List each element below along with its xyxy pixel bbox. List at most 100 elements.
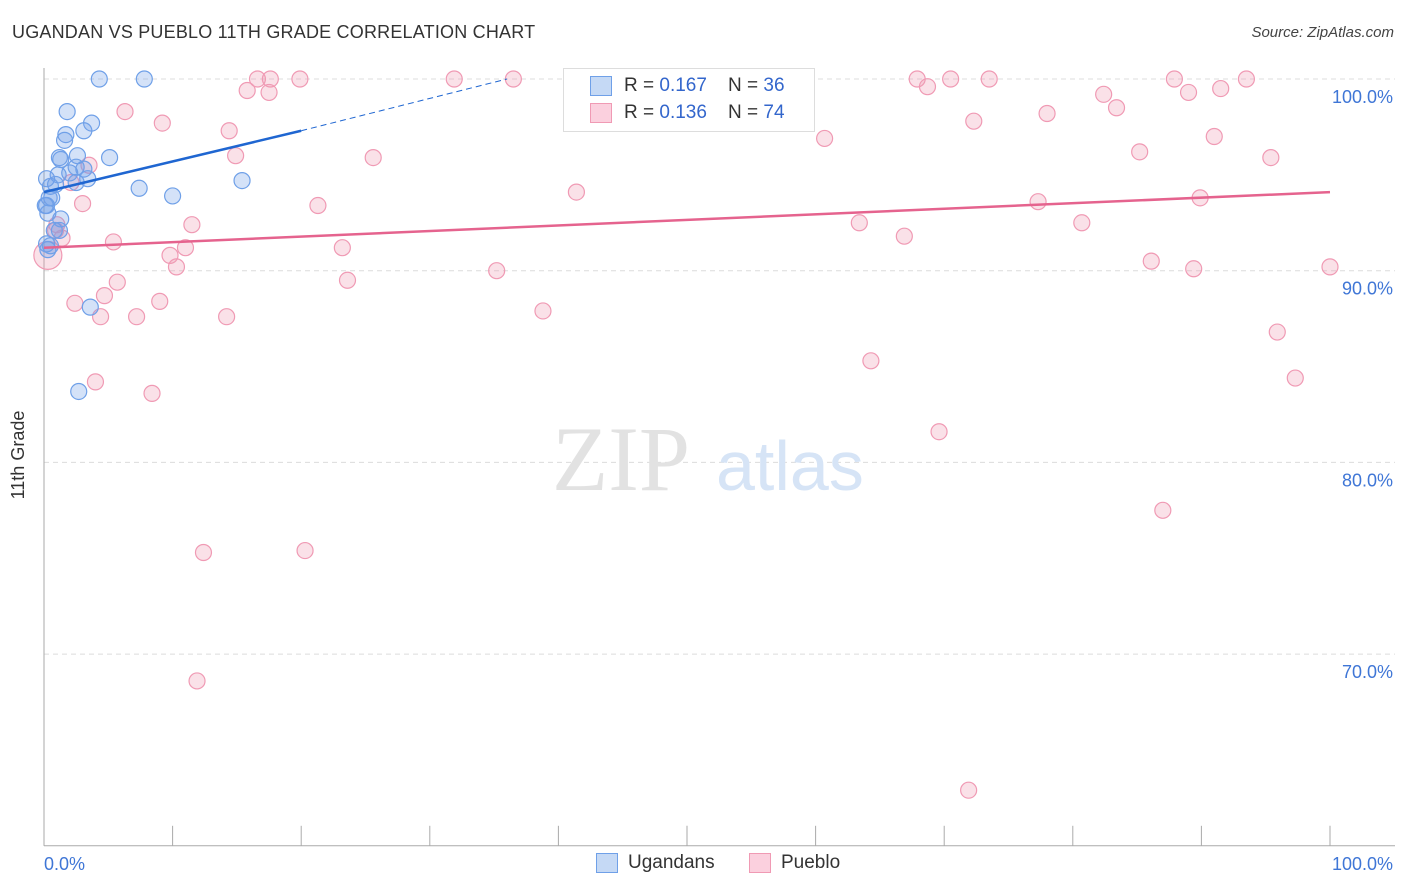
legend-label: Ugandans [628, 852, 715, 873]
ugandans-point [135, 70, 153, 88]
pueblo-point [194, 543, 213, 562]
ugandans-swatch-icon [590, 75, 612, 96]
pueblo-point [1095, 85, 1113, 103]
pueblo-point [218, 308, 236, 326]
pueblo-point [816, 129, 834, 148]
pueblo-point [1237, 70, 1256, 88]
pueblo-point [151, 292, 169, 310]
pueblo-point [1286, 369, 1304, 387]
n-value: 74 [763, 102, 785, 123]
y-tick-label: 80.0% [1342, 470, 1393, 490]
ugandans-point [50, 221, 69, 240]
pueblo-point [116, 102, 134, 121]
pueblo-point [73, 195, 92, 213]
ugandans-trend-extension [301, 78, 508, 132]
legend-item-pueblo: Pueblo [749, 852, 840, 874]
ugandans-point [39, 204, 57, 222]
pueblo-point [1205, 127, 1223, 146]
ugandans-point [81, 298, 99, 316]
ugandans-point [58, 102, 76, 121]
pueblo-point [850, 214, 868, 232]
x-tick-label: 100.0% [1332, 854, 1393, 874]
ugandans-point [90, 70, 108, 88]
pueblo-point [183, 216, 201, 234]
legend-item-ugandans: Ugandans [596, 852, 715, 874]
n-label: N = [728, 102, 764, 123]
axes [43, 68, 1395, 847]
pueblo-point [1038, 104, 1056, 123]
ugandans-point [75, 160, 93, 178]
ugandans-point [57, 125, 75, 144]
pueblo-point [309, 196, 327, 215]
n-label: N = [728, 75, 764, 96]
pueblo-point [338, 271, 357, 289]
r-label: R = [624, 102, 660, 123]
pueblo-point [291, 70, 309, 88]
pueblo-point [1185, 260, 1203, 278]
stats-legend: R = 0.167 N = 36 R = 0.136 N = 74 [563, 68, 815, 132]
pueblo-point [1165, 70, 1183, 88]
pueblo-point [1262, 148, 1280, 167]
legend-row-pueblo: R = 0.136 N = 74 [590, 102, 785, 124]
pueblo-point [333, 239, 351, 257]
pueblo-point [220, 122, 238, 140]
ugandans-point [233, 172, 251, 190]
pueblo-point [1321, 258, 1339, 276]
pueblo-point [296, 541, 314, 560]
pueblo-swatch-icon [590, 102, 612, 123]
pueblo-point [260, 83, 278, 102]
pueblo-point [504, 70, 522, 88]
data-points [33, 70, 1339, 799]
pueblo-point [534, 302, 552, 320]
pueblo-point [488, 262, 506, 280]
ugandans-point [75, 122, 93, 140]
ugandans-point [100, 148, 119, 167]
pueblo-point [104, 233, 123, 251]
ugandans-point [164, 187, 182, 205]
y-tick-label: 70.0% [1342, 662, 1393, 682]
r-value: 0.167 [659, 75, 707, 96]
n-value: 36 [763, 75, 785, 96]
x-tick-label: 0.0% [44, 854, 85, 874]
ugandans-legend-swatch-icon [596, 853, 618, 873]
ugandans-point [55, 131, 74, 149]
trend-lines [43, 78, 1331, 249]
pueblo-point [1029, 193, 1047, 211]
pueblo-point [980, 70, 998, 88]
pueblo-point [1154, 501, 1172, 519]
legend-label: Pueblo [781, 852, 841, 873]
pueblo-point [1073, 214, 1091, 232]
ugandans-point [70, 382, 88, 401]
pueblo-point [942, 70, 960, 88]
ugandans-trend-line [43, 129, 302, 194]
y-tick-label: 90.0% [1342, 279, 1393, 299]
pueblo-point [364, 148, 382, 167]
pueblo-point [965, 112, 983, 130]
r-label: R = [624, 75, 660, 96]
pueblo-point [930, 423, 948, 441]
watermark-atlas: atlas [716, 427, 864, 505]
pueblo-point [918, 78, 937, 96]
watermark-zip: ZIP [552, 408, 690, 510]
r-value: 0.136 [659, 102, 707, 123]
pueblo-point [261, 70, 279, 88]
pueblo-point [895, 227, 913, 245]
y-tick-label: 100.0% [1332, 87, 1393, 107]
pueblo-point [1131, 143, 1149, 161]
pueblo-point [567, 183, 586, 201]
chart-title: UGANDAN VS PUEBLO 11TH GRADE CORRELATION… [12, 22, 536, 42]
pueblo-point [108, 273, 126, 291]
pueblo-point [238, 81, 256, 100]
grid-lines [44, 78, 1395, 655]
pueblo-point [143, 384, 161, 402]
ugandans-point [130, 179, 148, 197]
pueblo-point [1107, 99, 1126, 117]
pueblo-point [1179, 83, 1198, 102]
pueblo-point [95, 287, 114, 305]
pueblo-point [960, 781, 978, 799]
pueblo-point [862, 352, 880, 370]
y-axis-label: 11th Grade [8, 410, 28, 500]
ugandans-point [41, 237, 60, 255]
pueblo-point [86, 373, 105, 391]
